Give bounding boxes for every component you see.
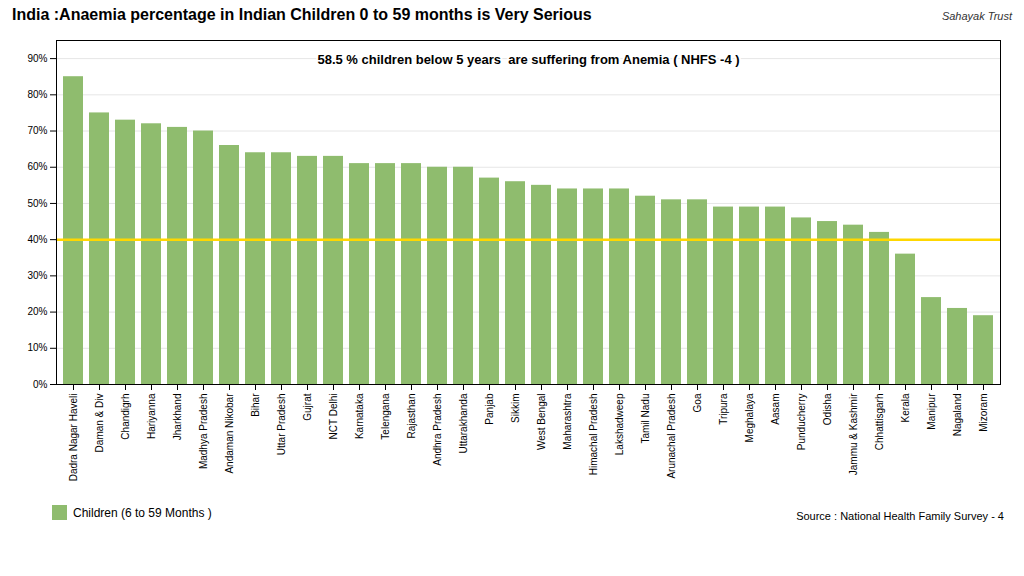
svg-text:90%: 90%: [27, 53, 47, 64]
svg-text:Jharkhand: Jharkhand: [172, 394, 183, 441]
svg-text:Uttar Pradesh: Uttar Pradesh: [276, 394, 287, 456]
svg-text:60%: 60%: [27, 161, 47, 172]
svg-text:Rajasthan: Rajasthan: [406, 394, 417, 439]
svg-text:30%: 30%: [27, 270, 47, 281]
svg-text:Chandigrh: Chandigrh: [120, 394, 131, 440]
svg-text:58.5 % children below 5 years: 58.5 % children below 5 years are suffer…: [317, 52, 739, 67]
svg-text:Daman & Div: Daman & Div: [94, 394, 105, 453]
svg-text:Himachal Pradesh: Himachal Pradesh: [588, 394, 599, 476]
svg-text:Madhya Pradesh: Madhya Pradesh: [198, 394, 209, 470]
svg-text:20%: 20%: [27, 306, 47, 317]
svg-text:Sikkim: Sikkim: [510, 394, 521, 423]
html-text:Children (6 to 59 Months ): Children (6 to 59 Months ): [73, 505, 212, 520]
svg-text:Jammu & Kashmir: Jammu & Kashmir: [848, 393, 859, 475]
svg-text:40%: 40%: [27, 234, 47, 245]
svg-text:Karnataka: Karnataka: [354, 393, 365, 439]
svg-text:Hariyanna: Hariyanna: [146, 393, 157, 439]
svg-text:Tripura: Tripura: [718, 393, 729, 425]
svg-text:West Bengal: West Bengal: [536, 394, 547, 451]
svg-text:Aasam: Aasam: [770, 394, 781, 425]
svg-text:80%: 80%: [27, 89, 47, 100]
svg-text:70%: 70%: [27, 125, 47, 136]
svg-text:Goa: Goa: [692, 393, 703, 412]
svg-text:Dadra Nagar Haveli: Dadra Nagar Haveli: [68, 394, 79, 482]
svg-text:Gujrat: Gujrat: [302, 393, 313, 420]
svg-text:Odisha: Odisha: [822, 393, 833, 425]
svg-text:Bihar: Bihar: [250, 393, 261, 417]
svg-text:NCT Delhi: NCT Delhi: [328, 394, 339, 440]
svg-text:0%: 0%: [33, 379, 48, 390]
svg-text:Punducherry: Punducherry: [796, 394, 807, 451]
svg-text:Maharashtra: Maharashtra: [562, 393, 573, 450]
html-text:India :Anaemia percentage in I: India :Anaemia percentage in Indian Chil…: [12, 6, 592, 23]
svg-text:10%: 10%: [27, 342, 47, 353]
svg-text:Mizoram: Mizoram: [978, 394, 989, 432]
svg-text:Andhra Pradesh: Andhra Pradesh: [432, 394, 443, 466]
html-text:Sahayak Trust: Sahayak Trust: [941, 10, 1012, 22]
svg-text:Manipur: Manipur: [926, 393, 937, 430]
svg-text:Andaman Nikobar: Andaman Nikobar: [224, 393, 235, 474]
svg-text:Uttarakhanda: Uttarakhanda: [458, 393, 469, 453]
svg-text:Tamil Nadu: Tamil Nadu: [640, 394, 651, 444]
svg-text:Panjab: Panjab: [484, 393, 495, 425]
svg-text:Chhattisgarh: Chhattisgarh: [874, 394, 885, 451]
svg-text:Telengana: Telengana: [380, 393, 391, 440]
svg-text:Nagaland: Nagaland: [952, 394, 963, 437]
svg-text:Kerala: Kerala: [900, 393, 911, 422]
html-text:Source : National Health Famil: Source : National Health Family Survey -…: [796, 509, 1004, 522]
svg-text:Arunachal Pradesh: Arunachal Pradesh: [666, 394, 677, 479]
svg-text:Meghalaya: Meghalaya: [744, 393, 755, 442]
svg-text:50%: 50%: [27, 198, 47, 209]
svg-text:Lakshadweep: Lakshadweep: [614, 393, 625, 455]
